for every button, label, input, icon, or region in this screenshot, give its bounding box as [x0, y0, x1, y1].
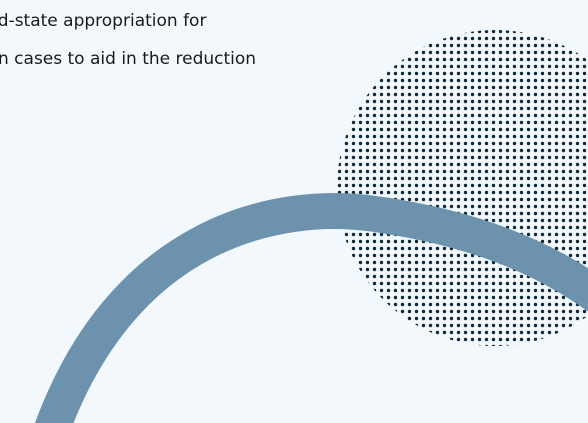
decorative-arc: [35, 193, 588, 423]
body-text-line: n cases to aid in the reduction: [0, 49, 257, 69]
body-text-line: nd-state appropriation for: [0, 11, 207, 31]
body-text: nd-state appropriation for n cases to ai…: [0, 2, 420, 78]
